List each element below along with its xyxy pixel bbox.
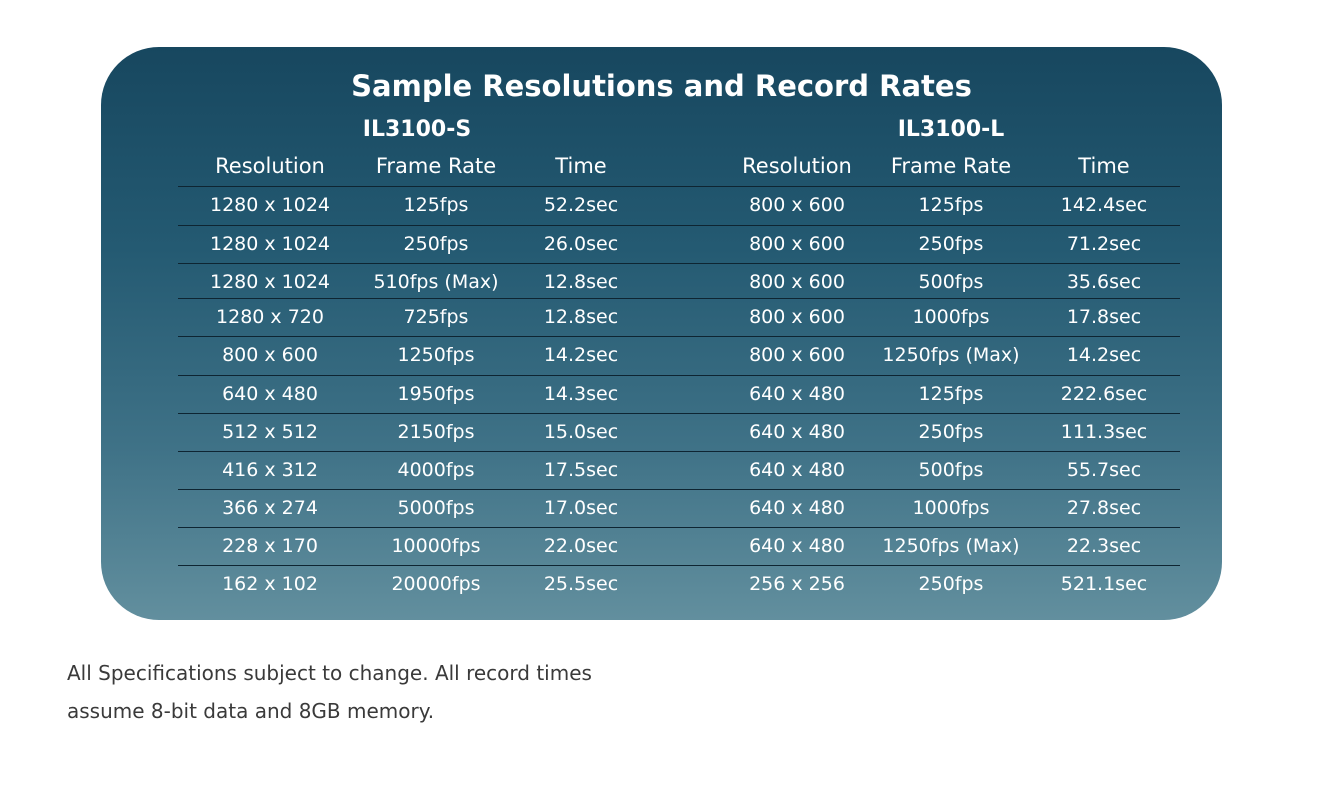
table-cell: 22.3sec [1066,535,1142,557]
header-time-l: Time [1078,154,1130,178]
table-cell: 17.8sec [1066,306,1142,328]
table-cell: 10000fps [391,535,481,557]
table-row: 800 x 600 1250fps 14.2sec 800 x 600 1250fps … [178,336,1180,375]
table-cell: 111.3sec [1060,421,1148,443]
table-cell: 1280 x 1024 [209,194,331,216]
table-cell: 640 x 480 [749,535,845,557]
footnote-line-1: All Specifications subject to change. Al… [67,661,592,685]
table-cell: 125fps [403,194,469,216]
header-frame-rate-s: Frame Rate [375,154,497,178]
table-cell: 640 x 480 [749,459,845,481]
table-cell: 640 x 480 [222,383,318,405]
table-cell: 228 x 170 [222,535,318,557]
table-cell: 22.0sec [543,535,619,557]
table-cell: 1250fps (Max) [882,344,1020,366]
table-cell: 25.5sec [543,573,619,595]
table-cell: 510fps (Max) [373,271,499,293]
table-cell: 71.2sec [1066,233,1142,255]
table-cell: 142.4sec [1060,194,1148,216]
table-cell: 500fps [918,271,984,293]
table-cell: 1250fps (Max) [882,535,1020,557]
table-cell: 250fps [918,233,984,255]
table-row: 1280 x 1024 125fps 52.2sec 800 x 600 125fps 1… [178,186,1180,225]
table-row: 1280 x 1024 510fps (Max) 12.8sec 800 x 600 5… [178,263,1180,302]
table-cell: 222.6sec [1060,383,1148,405]
table-row: 1280 x 1024 250fps 26.0sec 800 x 600 250fps 7… [178,225,1180,264]
table-cell: 55.7sec [1066,459,1142,481]
table-cell: 12.8sec [543,271,619,293]
table-cell: 800 x 600 [749,306,845,328]
footnote-line-2: assume 8-bit data and 8GB memory. [67,699,435,723]
table-cell: 26.0sec [543,233,619,255]
table-cell: 256 x 256 [749,573,845,595]
table-cell: 1000fps [912,306,990,328]
table-row: 1280 x 720 725fps 12.8sec 800 x 600 1000fps 1… [178,298,1180,337]
table-cell: 125fps [918,383,984,405]
table-row: 416 x 312 4000fps 17.5sec 640 x 480 500fps 55… [178,451,1180,490]
model-label-il3100-l: IL3100-L [897,117,1005,142]
table-cell: 125fps [918,194,984,216]
table-cell: 162 x 102 [222,573,318,595]
table-cell: 250fps [403,233,469,255]
table-cell: 1280 x 720 [216,306,324,328]
model-label-il3100-s: IL3100-S [362,117,472,142]
table-cell: 800 x 600 [749,194,845,216]
table-cell: 15.0sec [543,421,619,443]
header-frame-rate-l: Frame Rate [890,154,1012,178]
table-cell: 52.2sec [543,194,619,216]
table-cell: 1250fps [397,344,475,366]
table-cell: 5000fps [397,497,475,519]
table-cell: 1950fps [397,383,475,405]
table-cell: 521.1sec [1060,573,1148,595]
table-cell: 800 x 600 [749,233,845,255]
table-cell: 1280 x 1024 [209,233,331,255]
table-row: 366 x 274 5000fps 17.0sec 640 x 480 1000fps 2… [178,489,1180,528]
spec-panel: Sample Resolutions and Record Rates IL31… [101,47,1222,620]
table-cell: 640 x 480 [749,383,845,405]
table-cell: 725fps [403,306,469,328]
table-cell: 500fps [918,459,984,481]
table-row: 512 x 512 2150fps 15.0sec 640 x 480 250fps 11… [178,413,1180,452]
table-cell: 14.2sec [1066,344,1142,366]
table-row: 640 x 480 1950fps 14.3sec 640 x 480 125fps 22… [178,375,1180,414]
table-cell: 640 x 480 [749,497,845,519]
table-cell: 640 x 480 [749,421,845,443]
table-cell: 20000fps [391,573,481,595]
table-cell: 1000fps [912,497,990,519]
footnote: All Specifications subject to change. Al… [67,654,687,730]
table-cell: 27.8sec [1066,497,1142,519]
table-cell: 512 x 512 [222,421,318,443]
table-cell: 416 x 312 [222,459,318,481]
table-cell: 366 x 274 [222,497,318,519]
table-cell: 1280 x 1024 [209,271,331,293]
table-cell: 250fps [918,573,984,595]
table-cell: 250fps [918,421,984,443]
table-cell: 14.3sec [543,383,619,405]
table-cell: 35.6sec [1066,271,1142,293]
table-row: 162 x 102 20000fps 25.5sec 256 x 256 250fps 5… [178,565,1180,604]
table-title: Sample Resolutions and Record Rates [351,69,972,103]
table-cell: 800 x 600 [749,344,845,366]
table-cell: 12.8sec [543,306,619,328]
table-cell: 14.2sec [543,344,619,366]
header-resolution-s: Resolution [215,154,325,178]
table-row: 228 x 170 10000fps 22.0sec 640 x 480 1250fps… [178,527,1180,566]
table-cell: 800 x 600 [749,271,845,293]
table-cell: 17.0sec [543,497,619,519]
table-cell: 2150fps [397,421,475,443]
table-cell: 17.5sec [543,459,619,481]
table-cell: 800 x 600 [222,344,318,366]
table-cell: 4000fps [397,459,475,481]
header-time-s: Time [555,154,607,178]
header-resolution-l: Resolution [742,154,852,178]
